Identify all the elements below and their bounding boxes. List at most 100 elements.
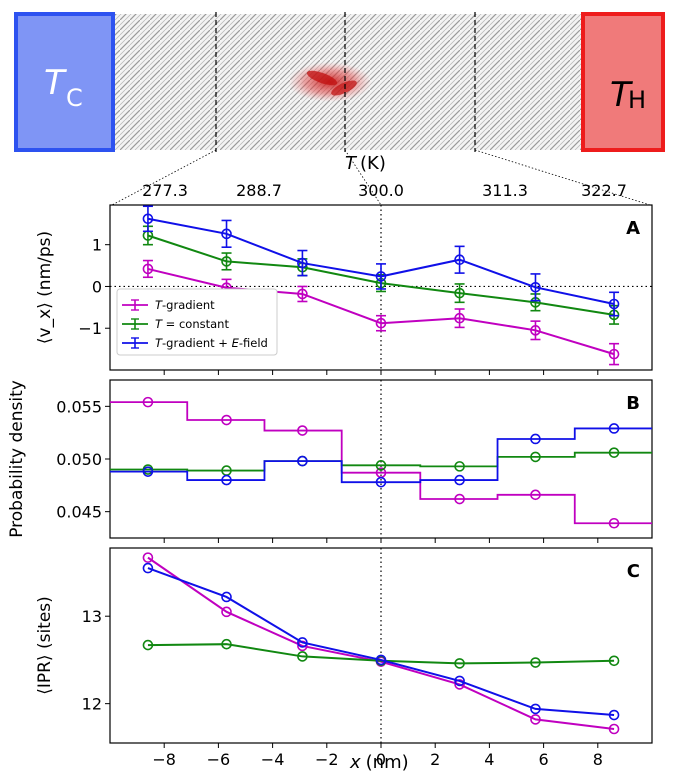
temperature-tick-label: 311.3 <box>482 181 528 200</box>
data-point <box>375 271 387 282</box>
data-point <box>221 414 232 426</box>
panel-label: C <box>627 561 640 582</box>
data-point <box>297 288 308 300</box>
legend-item: T = constant <box>122 317 229 331</box>
data-point <box>221 256 232 267</box>
data-point <box>454 287 465 299</box>
x-tick-label: 6 <box>539 750 549 769</box>
data-point <box>297 651 308 662</box>
temperature-axis: T (K) 277.3 288.7 300.0 311.3 322.7 <box>142 153 627 200</box>
data-point <box>530 657 541 668</box>
data-point <box>530 451 541 463</box>
y-tick-label: 0 <box>92 277 102 296</box>
y-tick-label: 1 <box>92 236 102 255</box>
legend: T-gradient T = constant T-gradient + E-fie… <box>116 288 278 356</box>
x-tick-label: −8 <box>152 750 176 769</box>
data-point <box>375 317 387 329</box>
temperature-axis-label: T (K) <box>345 153 386 174</box>
data-point <box>454 312 465 324</box>
hot-reservoir <box>581 12 665 152</box>
x-tick-label: −6 <box>207 750 231 769</box>
x-axis-label: x (nm) <box>349 752 409 773</box>
zoom-guide-left <box>111 149 217 206</box>
data-point <box>530 714 541 725</box>
panel-label: A <box>626 218 640 239</box>
data-point <box>221 606 232 618</box>
step-line <box>110 451 652 472</box>
y-tick-label: 0.045 <box>56 503 102 522</box>
temperature-tick-label: 288.7 <box>236 181 282 200</box>
x-tick-label: 2 <box>430 750 440 769</box>
cold-reservoir <box>14 12 115 152</box>
panel-label: B <box>626 393 640 414</box>
y-axis-label: Probability density <box>7 380 27 538</box>
series <box>110 423 652 488</box>
data-point <box>530 325 541 336</box>
zoom-guide-right <box>474 149 651 206</box>
data-point <box>297 637 308 648</box>
legend-label: T-gradient + E-field <box>155 336 268 350</box>
charge-density-blob <box>288 62 372 102</box>
data-point <box>221 474 232 486</box>
series <box>142 562 620 721</box>
data-point <box>608 517 620 529</box>
data-point <box>454 474 465 486</box>
series <box>110 447 652 476</box>
hot-label-main: T <box>610 75 633 115</box>
y-tick-label: 13 <box>82 607 102 626</box>
data-point <box>530 281 541 293</box>
panel-B: 0.045 0.050 0.055 B Probability density <box>7 379 653 543</box>
data-point <box>142 552 154 563</box>
x-tick-label: 8 <box>593 750 603 769</box>
data-point <box>454 675 465 687</box>
data-point <box>221 638 232 650</box>
panel-A: −1 0 1 A ⟨v_x⟩ (nm/ps) <box>35 204 653 375</box>
data-point <box>454 658 465 669</box>
step-line <box>110 427 652 484</box>
data-point <box>608 723 620 735</box>
data-point <box>608 298 620 310</box>
legend-item: T-gradient + E-field <box>122 336 268 350</box>
data-point <box>454 461 465 472</box>
series <box>142 259 620 366</box>
y-axis-label: ⟨IPR⟩ (sites) <box>35 596 55 695</box>
hot-reservoir-label: T H <box>610 75 646 115</box>
series <box>142 205 620 317</box>
y-tick-label: 0.050 <box>56 450 102 469</box>
data-point <box>454 493 465 505</box>
hot-label-sub: H <box>628 86 646 114</box>
data-point <box>142 396 154 408</box>
zoom-guide-center <box>344 149 382 206</box>
y-tick-label: 0.055 <box>56 397 102 416</box>
data-point <box>221 591 232 603</box>
data-point <box>454 254 465 266</box>
data-point <box>375 654 387 666</box>
y-tick-label: 12 <box>82 695 102 714</box>
data-point <box>142 213 154 225</box>
data-point <box>530 433 541 445</box>
data-point <box>297 257 308 269</box>
data-point <box>297 425 308 436</box>
data-point <box>530 489 541 501</box>
cold-label-main: T <box>44 63 67 103</box>
data-point <box>297 455 308 467</box>
cold-label-sub: C <box>66 84 83 112</box>
x-tick-label: 4 <box>484 750 494 769</box>
temperature-tick-label: 277.3 <box>142 181 188 200</box>
data-point <box>608 348 620 360</box>
data-point <box>142 562 154 574</box>
x-tick-label: −4 <box>261 750 285 769</box>
legend-label: T = constant <box>155 317 229 331</box>
data-point <box>375 460 387 471</box>
temperature-tick-label: 322.7 <box>581 181 627 200</box>
step-line <box>110 401 652 525</box>
y-tick-label: −1 <box>78 319 102 338</box>
cold-reservoir-label: T C <box>44 63 83 112</box>
data-point <box>142 263 154 275</box>
series-line <box>147 567 615 717</box>
data-point <box>142 639 154 651</box>
data-point <box>530 703 541 715</box>
data-point <box>221 228 232 240</box>
data-point <box>608 709 620 721</box>
